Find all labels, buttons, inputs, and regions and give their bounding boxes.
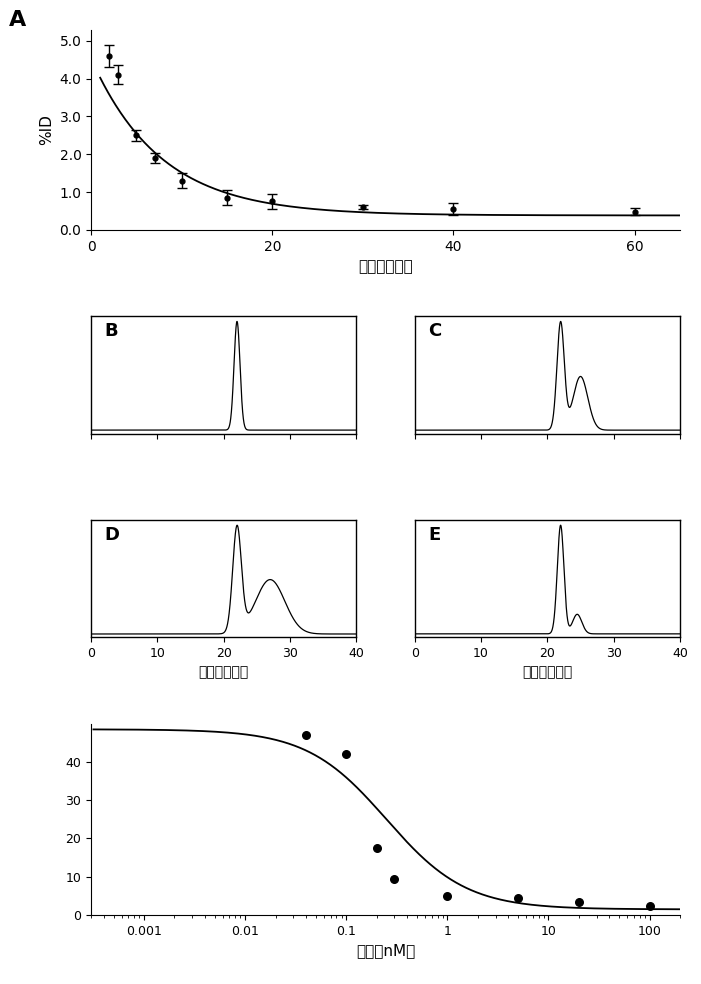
Point — [644, 897, 655, 913]
Text: B: B — [104, 322, 118, 339]
Point — [512, 890, 524, 905]
X-axis label: 时间（分钟）: 时间（分钟） — [198, 665, 249, 680]
Y-axis label: %ID: %ID — [39, 114, 54, 145]
Point — [371, 840, 382, 856]
Point — [341, 746, 352, 762]
Point — [573, 893, 585, 909]
Text: D: D — [104, 525, 119, 543]
Text: C: C — [428, 322, 441, 339]
X-axis label: 浓度（nM）: 浓度（nM） — [356, 944, 415, 958]
X-axis label: 时间（分钟）: 时间（分钟） — [358, 259, 413, 275]
Text: A: A — [8, 10, 26, 30]
Text: E: E — [428, 525, 440, 543]
Point — [442, 889, 453, 904]
X-axis label: 时间（分钟）: 时间（分钟） — [522, 665, 573, 680]
Point — [300, 727, 311, 743]
Point — [389, 871, 400, 887]
